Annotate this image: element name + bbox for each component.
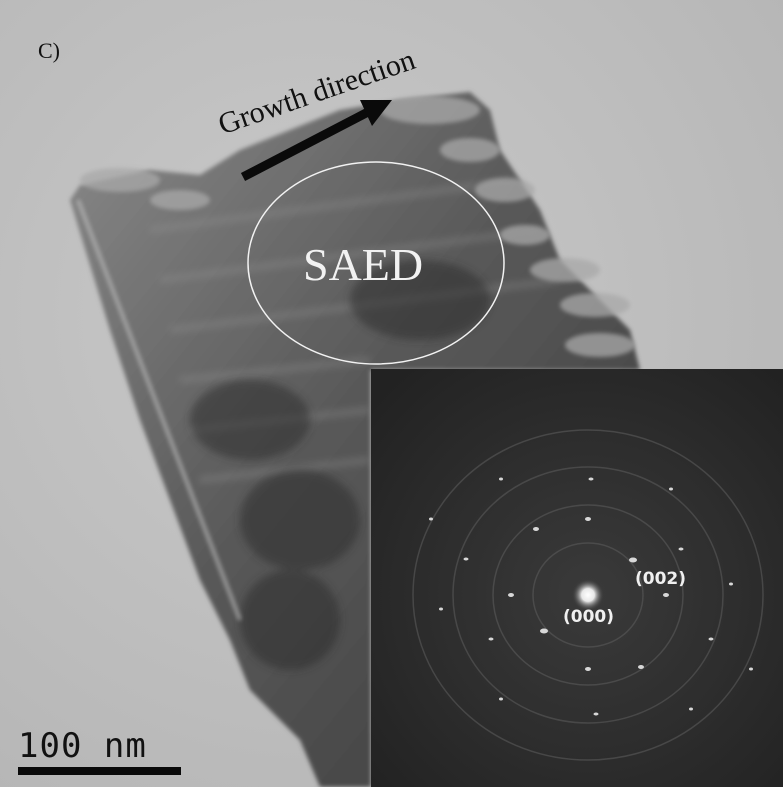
dark-mottling — [190, 260, 490, 670]
diffraction-rings — [412, 429, 764, 761]
nanostructure-body — [70, 92, 640, 787]
saed-selection-ellipse — [247, 161, 505, 365]
edge-highlight — [76, 199, 242, 621]
central-beam-spot — [572, 579, 604, 611]
panel-label: C) — [38, 38, 60, 63]
diffraction-inset: (002) (000) — [371, 369, 783, 787]
growth-direction-arrow — [240, 100, 392, 181]
scale-bar — [18, 767, 181, 775]
scale-bar-label: 100 nm — [18, 726, 147, 766]
diffraction-spots — [429, 477, 753, 716]
spot-002-label: (002) — [635, 569, 687, 589]
saed-label: SAED — [303, 239, 424, 290]
diffraction-pattern — [371, 369, 783, 787]
spot-000-label: (000) — [563, 607, 615, 627]
